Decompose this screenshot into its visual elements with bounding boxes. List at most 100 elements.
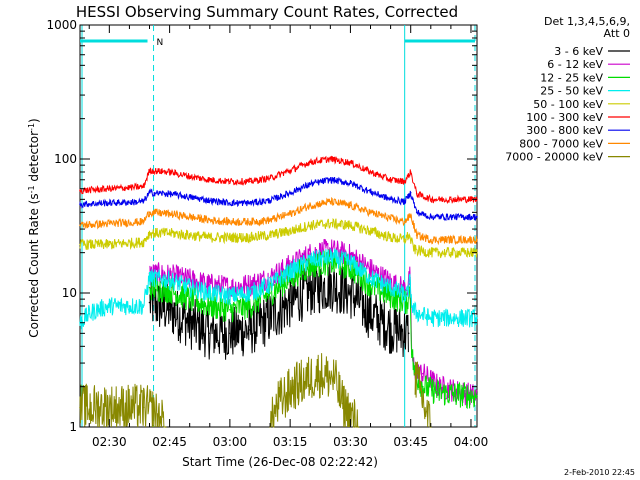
series-trace bbox=[79, 196, 478, 246]
series-800-7000kev bbox=[79, 196, 478, 246]
series-point bbox=[209, 179, 211, 181]
series-point bbox=[309, 161, 312, 163]
legend-entry-label: 800 - 7000 keV bbox=[519, 137, 603, 150]
series-point bbox=[209, 292, 211, 294]
series-point bbox=[209, 305, 211, 307]
series-point bbox=[269, 234, 271, 236]
series-point bbox=[188, 298, 191, 300]
series-point bbox=[450, 251, 452, 254]
series-point bbox=[309, 253, 312, 255]
x-axis-label: Start Time (26-Dec-08 02:22:42) bbox=[182, 455, 378, 469]
series-point bbox=[349, 161, 352, 164]
series-point bbox=[430, 317, 432, 319]
series-point bbox=[289, 230, 292, 232]
series-point bbox=[411, 308, 414, 311]
y-tick-label: 10 bbox=[62, 286, 77, 300]
series-point bbox=[269, 177, 271, 179]
series-point bbox=[341, 402, 344, 405]
series-point bbox=[188, 234, 191, 236]
series-point bbox=[369, 211, 372, 214]
series-50-100kev bbox=[79, 217, 478, 260]
series-point bbox=[309, 204, 312, 207]
series-point bbox=[417, 313, 420, 315]
plot-generated-date: 2-Feb-2010 22:45 bbox=[564, 468, 635, 477]
series-point bbox=[309, 224, 312, 227]
legend-entry-label: 6 - 12 keV bbox=[547, 58, 603, 71]
series-point bbox=[289, 213, 292, 215]
series-point bbox=[349, 224, 352, 227]
series-point bbox=[188, 175, 191, 178]
series-point bbox=[142, 186, 145, 188]
series-point bbox=[409, 171, 412, 173]
series-point bbox=[369, 190, 372, 193]
series-point bbox=[450, 317, 452, 319]
series-point bbox=[430, 238, 432, 241]
series-point bbox=[369, 171, 372, 173]
x-tick-label: 03:30 bbox=[333, 435, 368, 449]
series-point bbox=[188, 286, 191, 289]
series-point bbox=[209, 199, 211, 202]
series-point bbox=[389, 327, 392, 329]
series-trace bbox=[79, 217, 478, 260]
legend-header-line-1: Det 1,3,4,5,6,9, bbox=[544, 15, 630, 28]
series-point bbox=[249, 236, 251, 239]
series-point bbox=[349, 182, 352, 184]
series-point bbox=[168, 289, 171, 292]
series-point bbox=[450, 238, 452, 241]
series-point bbox=[289, 169, 292, 172]
series-point bbox=[96, 308, 99, 311]
series-point bbox=[450, 198, 452, 201]
x-tick-label: 03:00 bbox=[213, 435, 248, 449]
series-point bbox=[269, 199, 271, 202]
x-tick-label: 03:45 bbox=[393, 435, 428, 449]
attenuator-state-overlay: N bbox=[80, 25, 476, 427]
legend-entry-label: 300 - 800 keV bbox=[526, 124, 603, 137]
legend-entry-label: 100 - 300 keV bbox=[526, 111, 603, 124]
series-point bbox=[289, 301, 292, 304]
y-tick-label: 1 bbox=[69, 420, 77, 434]
series-point bbox=[415, 193, 418, 195]
series-300-800kev bbox=[79, 176, 478, 222]
chart-title: HESSI Observing Summary Count Rates, Cor… bbox=[76, 3, 458, 21]
series-point bbox=[188, 216, 191, 218]
y-tick-label: 100 bbox=[54, 152, 77, 166]
series-point bbox=[249, 305, 251, 307]
y-axis: 1 10 100 1000 bbox=[46, 18, 477, 434]
series-point bbox=[229, 180, 231, 183]
series-point bbox=[329, 179, 332, 181]
series-point bbox=[229, 202, 231, 204]
series-point bbox=[128, 305, 131, 307]
series-point bbox=[309, 264, 312, 267]
series-point bbox=[293, 385, 296, 388]
series-point bbox=[476, 317, 478, 319]
legend-header-line-2: Att 0 bbox=[604, 27, 630, 40]
series-point bbox=[168, 193, 171, 195]
series-point bbox=[411, 353, 413, 355]
series-point bbox=[329, 256, 332, 259]
series-point bbox=[403, 221, 406, 223]
series-point bbox=[476, 216, 478, 218]
series-point bbox=[249, 180, 251, 183]
series-trace bbox=[79, 155, 478, 205]
series-point bbox=[389, 198, 392, 201]
series-point bbox=[329, 222, 332, 225]
series-point bbox=[142, 241, 145, 243]
series-point bbox=[148, 232, 151, 234]
series-point bbox=[108, 202, 111, 204]
series-point bbox=[438, 392, 440, 394]
series-point bbox=[317, 372, 320, 375]
series-point bbox=[249, 221, 251, 223]
series-point bbox=[148, 191, 151, 194]
series-point bbox=[79, 243, 81, 246]
series-point bbox=[164, 426, 167, 428]
series-point bbox=[108, 187, 111, 190]
series-point bbox=[349, 292, 352, 294]
series-point bbox=[369, 268, 372, 271]
series-point bbox=[369, 284, 372, 286]
x-tick-label: 03:15 bbox=[273, 435, 308, 449]
series-point bbox=[369, 313, 372, 315]
series-point bbox=[148, 211, 151, 214]
series-point bbox=[79, 189, 81, 192]
